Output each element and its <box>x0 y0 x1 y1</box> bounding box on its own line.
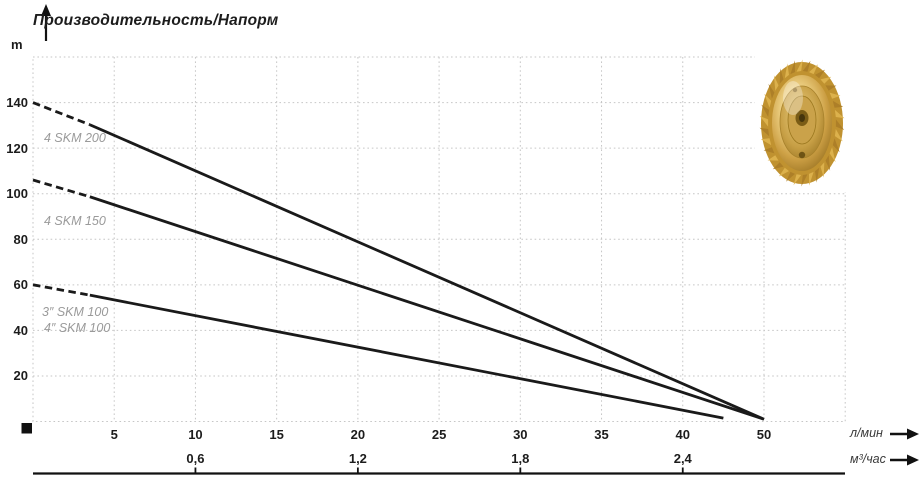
y-tick-label: 60 <box>13 277 28 293</box>
impeller-vane <box>759 127 770 137</box>
impeller-vane <box>768 83 775 99</box>
series-label-4skm150: 4 SKM 150 <box>44 214 106 228</box>
impeller-vane <box>815 69 825 79</box>
impeller-vane <box>825 155 831 171</box>
pump-curves <box>32 101 765 421</box>
curve-solid-segment <box>89 293 724 420</box>
series-label-4skm200: 4 SKM 200 <box>44 131 106 145</box>
secondary-tick-label: 1,2 <box>348 451 367 466</box>
impeller-bolt-hole <box>798 151 806 159</box>
impeller-detail-dot <box>792 87 798 93</box>
x-tick-label: 35 <box>594 427 609 442</box>
secondary-axis-ticks <box>194 467 684 473</box>
secondary-tick-label: 1,8 <box>511 451 530 466</box>
impeller-vane <box>793 174 802 186</box>
x-axis-primary-unit-label: л/мин <box>850 426 883 440</box>
impeller-vane <box>790 60 795 75</box>
x-tick-label: 50 <box>756 427 772 442</box>
x-tick-label: 30 <box>513 427 528 442</box>
impeller-vane <box>763 147 775 154</box>
impeller-photo <box>755 56 859 192</box>
series-label-4skm100: 4″ SKM 100 <box>44 321 111 335</box>
impeller-hub <box>772 75 832 171</box>
impeller-vane <box>760 138 772 146</box>
impeller-rim <box>761 62 843 184</box>
origin-marker-square <box>21 423 32 434</box>
right-arrow-icon <box>907 454 919 466</box>
impeller-vane <box>835 119 845 130</box>
y-tick-label: 40 <box>13 322 28 338</box>
x-axis-secondary-unit-label: м³/час <box>850 452 886 466</box>
impeller-vane <box>784 63 789 79</box>
impeller-highlight <box>783 81 803 115</box>
impeller-vane <box>809 64 818 75</box>
impeller-vane <box>759 116 769 127</box>
impeller-vane <box>801 174 808 187</box>
impeller-vane <box>767 155 779 161</box>
gridlines <box>32 56 846 422</box>
impeller-vane <box>772 162 784 170</box>
impeller-vane <box>779 68 784 84</box>
impeller-vane <box>829 92 841 99</box>
impeller-vane <box>786 171 795 182</box>
impeller-vane <box>815 167 820 183</box>
impeller-vane <box>796 59 803 72</box>
impeller-vane <box>829 147 836 163</box>
plot-border <box>32 56 846 422</box>
impeller-vane <box>825 85 837 91</box>
y-axis-unit-label: m <box>11 37 23 52</box>
impeller-vane <box>834 129 843 142</box>
impeller-vane <box>832 100 844 108</box>
impeller-vane <box>779 167 789 177</box>
curve-dashed-segment <box>32 101 91 127</box>
impeller-vane <box>820 76 832 84</box>
impeller-shaft-hole <box>795 110 809 126</box>
right-arrow-icon <box>907 428 919 440</box>
x-tick-label: 10 <box>188 427 203 442</box>
impeller-vane <box>764 93 772 108</box>
photo-background <box>755 56 859 192</box>
x-tick-label: 5 <box>110 427 118 442</box>
curve-solid-segment <box>89 123 765 421</box>
y-tick-label: 100 <box>6 186 28 202</box>
curve-dashed-segment <box>32 178 91 199</box>
impeller-shaft-hole-center <box>799 114 805 122</box>
y-tick-label: 120 <box>6 140 28 156</box>
curve-dashed-segment <box>32 283 91 297</box>
impeller-vane <box>802 60 811 72</box>
impeller-ring <box>779 85 825 159</box>
x-tick-label: 20 <box>350 427 366 442</box>
x-tick-label: 15 <box>269 427 284 442</box>
impeller-vane <box>834 109 845 119</box>
series-label-3skm100: 3″ SKM 100 <box>42 305 109 319</box>
secondary-tick-label: 0,6 <box>186 451 205 466</box>
impeller-vane <box>820 162 825 178</box>
secondary-tick-label: 2,4 <box>673 451 692 466</box>
impeller-vane <box>761 104 770 117</box>
impeller-vane <box>773 75 779 91</box>
impeller-vanes <box>759 59 845 187</box>
impeller-inner <box>787 95 817 145</box>
y-tick-label: 80 <box>13 231 28 247</box>
curve-solid-segment <box>89 195 765 421</box>
y-tick-label: 140 <box>6 95 28 111</box>
impeller-vane <box>832 138 840 153</box>
impeller-vane <box>809 171 814 186</box>
chart-title: Производительность/Напорм <box>33 12 279 29</box>
x-tick-label: 40 <box>675 427 690 442</box>
x-tick-label: 25 <box>431 427 447 442</box>
y-tick-label: 20 <box>13 368 28 384</box>
